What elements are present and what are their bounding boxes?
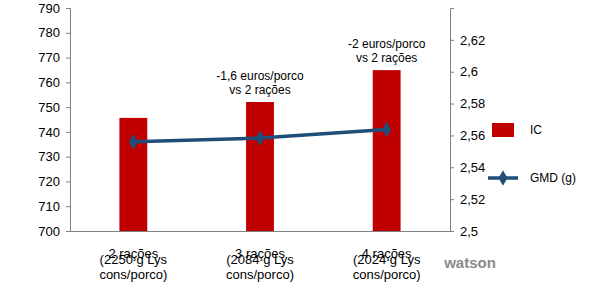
y-tick: 760 <box>38 75 70 90</box>
x-tick-label: 4 rações(2024 g Lyscons/porco) <box>353 246 421 282</box>
marker <box>256 130 265 146</box>
bar <box>373 70 401 231</box>
y-tick-mark <box>66 181 70 182</box>
y-tick: 780 <box>38 25 70 40</box>
y-axis-line <box>66 9 71 232</box>
legend-label: IC <box>530 123 542 137</box>
legend-label: GMD (g) <box>530 171 576 185</box>
marker <box>129 134 138 150</box>
y2-tick-label: 2,56 <box>460 128 485 143</box>
y2-tick: 2,6 <box>450 64 478 79</box>
y2-tick: 2,52 <box>450 192 485 207</box>
y2-tick-mark <box>450 104 454 105</box>
y-tick-mark <box>66 58 70 59</box>
y-tick-label: 770 <box>38 50 60 65</box>
plot-marks <box>119 70 400 231</box>
y2-tick-label: 2,54 <box>460 160 485 175</box>
y-tick-label: 750 <box>38 100 60 115</box>
y2-tick: 2,5 <box>450 224 478 239</box>
y-tick-label: 710 <box>38 199 60 214</box>
y2-tick-mark <box>450 135 454 136</box>
y2-tick-label: 2,6 <box>460 64 478 79</box>
y2-tick-label: 2,52 <box>460 192 485 207</box>
y-tick-label: 780 <box>38 25 60 40</box>
y2-tick-label: 2,58 <box>460 96 485 111</box>
y2-tick-mark <box>450 199 454 200</box>
y-tick-mark <box>66 157 70 158</box>
x-tick-label: 2 rações(2250 g Lyscons/porco) <box>99 246 167 282</box>
x-tick: 4 rações(2024 g Lyscons/porco) <box>353 246 421 282</box>
y-axis: 700 710 720 730 740 750 760 770 780 790 <box>38 1 70 239</box>
y2-axis: 2,5 2,52 2,54 2,56 2,58 2,6 2,62 <box>450 9 485 239</box>
bar <box>119 118 147 231</box>
y-tick: 720 <box>38 174 70 189</box>
y2-tick: 2,54 <box>450 160 485 175</box>
y-tick: 740 <box>38 125 70 140</box>
y-tick-mark <box>66 107 70 108</box>
y-tick: 770 <box>38 50 70 65</box>
y-tick: 750 <box>38 100 70 115</box>
y2-tick-mark <box>450 231 454 232</box>
y-tick: 790 <box>38 1 70 16</box>
y-tick-mark <box>66 33 70 34</box>
y-tick-label: 790 <box>38 1 60 16</box>
y2-axis-line <box>451 9 455 232</box>
x-tick-label: 3 rações(2084 g Lyscons/porco) <box>226 246 294 282</box>
chart: 7007107207307407507607707807902,52,522,5… <box>0 0 610 300</box>
y-tick-label: 720 <box>38 174 60 189</box>
y-tick-mark <box>66 206 70 207</box>
legend-marker <box>499 170 508 186</box>
y2-tick: 2,58 <box>450 96 485 111</box>
marker <box>382 122 391 138</box>
y2-tick-mark <box>450 72 454 73</box>
y-tick-label: 700 <box>38 224 60 239</box>
y-tick-label: 730 <box>38 149 60 164</box>
x-axis-line <box>71 231 451 232</box>
y2-tick-label: 2,62 <box>460 33 485 48</box>
y-tick: 700 <box>38 224 70 239</box>
y-tick-mark <box>66 231 70 232</box>
y-tick-mark <box>66 132 70 133</box>
annotation: -2 euros/porcovs 2 rações <box>348 37 426 65</box>
y-tick: 710 <box>38 199 70 214</box>
y2-tick-mark <box>450 167 454 168</box>
y-tick-label: 740 <box>38 125 60 140</box>
y2-tick-mark <box>450 40 454 41</box>
legend: IC GMD (g) <box>488 123 576 186</box>
annotation: -1,6 euros/porcovs 2 rações <box>216 69 304 97</box>
bar <box>246 102 274 231</box>
logo: watson <box>443 254 496 271</box>
x-axis: 2 rações(2250 g Lyscons/porco) 3 rações(2… <box>71 232 451 283</box>
legend-swatch <box>492 123 514 137</box>
y-tick-mark <box>66 82 70 83</box>
x-tick: 3 rações(2084 g Lyscons/porco) <box>226 246 294 282</box>
y-tick-label: 760 <box>38 75 60 90</box>
y2-tick: 2,62 <box>450 33 485 48</box>
y2-tick-label: 2,5 <box>460 224 478 239</box>
y2-tick: 2,56 <box>450 128 485 143</box>
x-tick: 2 rações(2250 g Lyscons/porco) <box>99 246 167 282</box>
y-tick: 730 <box>38 149 70 164</box>
y-tick-mark <box>66 8 70 9</box>
